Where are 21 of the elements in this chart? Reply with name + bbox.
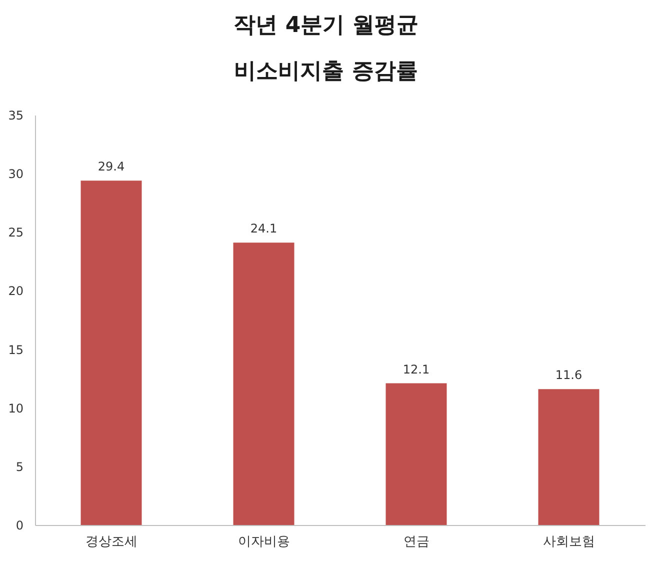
y-tick-label: 0 bbox=[16, 518, 24, 532]
y-tick-label: 5 bbox=[16, 460, 24, 474]
x-tick-label: 이자비용 bbox=[238, 534, 290, 550]
data-label: 29.4 bbox=[98, 160, 125, 174]
y-tick-label: 30 bbox=[8, 167, 24, 182]
y-tick-label: 35 bbox=[8, 108, 24, 122]
y-tick-label: 10 bbox=[8, 401, 24, 416]
data-label: 12.1 bbox=[402, 362, 430, 376]
x-tick-label: 사회보험 bbox=[542, 534, 595, 550]
bar bbox=[386, 383, 447, 525]
data-label: 11.6 bbox=[555, 368, 582, 382]
x-tick-label: 경상조세 bbox=[85, 534, 138, 550]
chart-title: 작년 4분기 월평균 비소비지출 증감률 bbox=[234, 13, 418, 84]
bar bbox=[80, 180, 142, 525]
y-tick-label: 15 bbox=[8, 342, 24, 357]
x-tick-label: 연금 bbox=[403, 534, 430, 550]
data-label: 24.1 bbox=[250, 222, 278, 236]
y-tick-label: 25 bbox=[8, 226, 24, 240]
y-tick-label: 20 bbox=[8, 284, 24, 298]
bar bbox=[538, 389, 600, 525]
bar bbox=[233, 242, 294, 525]
